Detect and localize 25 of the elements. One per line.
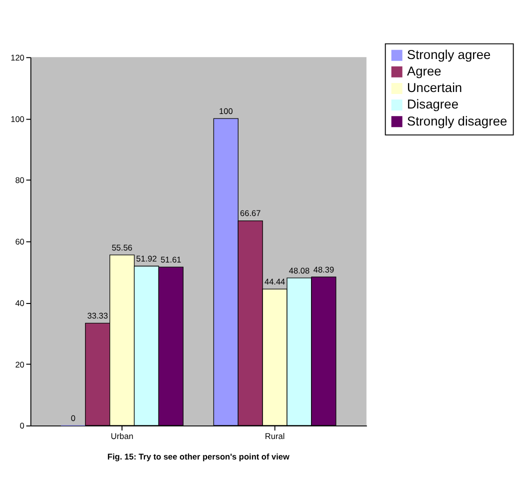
data-label: 55.56	[112, 243, 133, 252]
data-label: 44.44	[264, 277, 286, 286]
y-tick-label: 40	[15, 298, 25, 308]
y-tick-label: 60	[15, 238, 25, 247]
y-tick-label: 20	[15, 360, 25, 370]
data-label: 33.33	[87, 312, 108, 321]
caption: Fig. 15: Try to see other person's point of view	[107, 452, 290, 462]
legend-label: Strongly disagree	[406, 113, 508, 128]
legend-label: Disagree	[406, 96, 459, 112]
data-label: 48.39	[313, 265, 334, 274]
data-label: 0	[70, 414, 76, 423]
y-tick-label: 120	[10, 53, 25, 62]
data-label: 66.67	[240, 209, 262, 218]
data-label: 48.08	[288, 266, 310, 276]
y-tick-label: 100	[10, 114, 25, 124]
legend-label: Uncertain	[406, 80, 462, 96]
data-label: 51.61	[160, 255, 182, 264]
data-label: 100	[219, 106, 234, 116]
data-label: 51.92	[136, 254, 158, 264]
x-tick-label: Urban	[110, 432, 134, 441]
x-tick-label: Rural	[264, 432, 285, 441]
y-tick-label: 80	[15, 176, 25, 186]
y-tick-label: 0	[20, 422, 25, 431]
legend-label: Agree	[406, 64, 442, 79]
legend-label: Strongly agree	[406, 47, 491, 62]
